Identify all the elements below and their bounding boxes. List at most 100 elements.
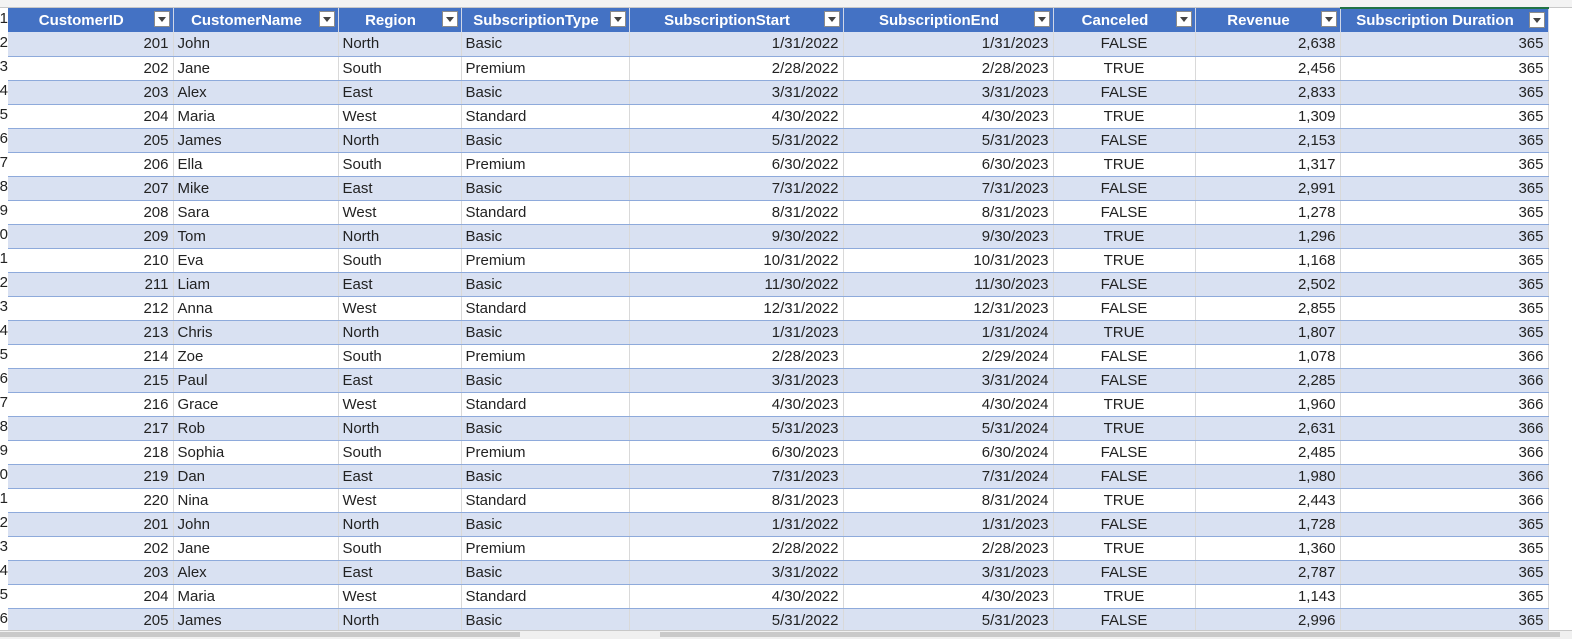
subscription-type-cell[interactable]: Basic: [461, 224, 630, 249]
revenue-cell[interactable]: 2,638: [1195, 32, 1341, 57]
revenue-cell[interactable]: 1,317: [1195, 152, 1341, 177]
subscription-start-cell[interactable]: 5/31/2022: [629, 128, 844, 153]
subscription-end-cell[interactable]: 11/30/2023: [843, 272, 1054, 297]
customer-id-cell[interactable]: 212: [8, 296, 174, 321]
row-number[interactable]: 4: [0, 82, 8, 99]
row-number[interactable]: 26: [0, 610, 8, 627]
subscription-duration-cell[interactable]: 365: [1340, 560, 1549, 585]
subscription-duration-cell[interactable]: 365: [1340, 128, 1549, 153]
subscription-start-cell[interactable]: 8/31/2022: [629, 200, 844, 225]
row-number[interactable]: 10: [0, 226, 8, 243]
subscription-type-cell[interactable]: Premium: [461, 344, 630, 369]
subscription-end-cell[interactable]: 7/31/2024: [843, 464, 1054, 489]
row-number[interactable]: 15: [0, 346, 8, 363]
subscription-end-cell[interactable]: 2/28/2023: [843, 536, 1054, 561]
customer-id-cell[interactable]: 204: [8, 584, 174, 609]
subscription-duration-cell[interactable]: 365: [1340, 80, 1549, 105]
subscription-duration-cell[interactable]: 365: [1340, 248, 1549, 273]
canceled-cell[interactable]: FALSE: [1053, 512, 1196, 537]
revenue-cell[interactable]: 2,443: [1195, 488, 1341, 513]
subscription-duration-cell[interactable]: 366: [1340, 344, 1549, 369]
subscription-duration-cell[interactable]: 366: [1340, 416, 1549, 441]
customer-id-cell[interactable]: 201: [8, 32, 174, 57]
subscription-start-cell[interactable]: 3/31/2023: [629, 368, 844, 393]
region-cell[interactable]: South: [338, 440, 462, 465]
canceled-cell[interactable]: TRUE: [1053, 224, 1196, 249]
customer-name-cell[interactable]: Dan: [173, 464, 339, 489]
subscription-start-cell[interactable]: 1/31/2022: [629, 512, 844, 537]
row-number[interactable]: 19: [0, 442, 8, 459]
row-number[interactable]: 7: [0, 154, 8, 171]
revenue-cell[interactable]: 1,960: [1195, 392, 1341, 417]
subscription-start-cell[interactable]: 6/30/2022: [629, 152, 844, 177]
subscription-start-cell[interactable]: 7/31/2022: [629, 176, 844, 201]
revenue-cell[interactable]: 2,833: [1195, 80, 1341, 105]
subscription-end-cell[interactable]: 8/31/2023: [843, 200, 1054, 225]
subscription-type-cell[interactable]: Basic: [461, 368, 630, 393]
region-cell[interactable]: North: [338, 224, 462, 249]
region-cell[interactable]: East: [338, 368, 462, 393]
region-cell[interactable]: West: [338, 488, 462, 513]
canceled-cell[interactable]: FALSE: [1053, 464, 1196, 489]
customer-name-cell[interactable]: Tom: [173, 224, 339, 249]
customer-name-cell[interactable]: Paul: [173, 368, 339, 393]
row-number[interactable]: 17: [0, 394, 8, 411]
customer-id-cell[interactable]: 214: [8, 344, 174, 369]
region-cell[interactable]: South: [338, 248, 462, 273]
row-number[interactable]: 21: [0, 490, 8, 507]
subscription-type-cell[interactable]: Standard: [461, 488, 630, 513]
region-cell[interactable]: East: [338, 80, 462, 105]
subscription-start-cell[interactable]: 11/30/2022: [629, 272, 844, 297]
canceled-cell[interactable]: FALSE: [1053, 608, 1196, 633]
row-number[interactable]: 11: [0, 250, 8, 267]
subscription-type-cell[interactable]: Basic: [461, 320, 630, 345]
filter-dropdown-icon[interactable]: [1033, 11, 1050, 27]
row-number[interactable]: 3: [0, 58, 8, 75]
customer-id-cell[interactable]: 204: [8, 104, 174, 129]
subscription-duration-cell[interactable]: 365: [1340, 608, 1549, 633]
row-number[interactable]: 5: [0, 106, 8, 123]
canceled-cell[interactable]: FALSE: [1053, 176, 1196, 201]
revenue-cell[interactable]: 2,855: [1195, 296, 1341, 321]
region-cell[interactable]: North: [338, 608, 462, 633]
header-subscription-duration[interactable]: Subscription Duration: [1340, 7, 1549, 32]
header-subscription-type[interactable]: SubscriptionType: [461, 8, 630, 32]
customer-id-cell[interactable]: 217: [8, 416, 174, 441]
subscription-end-cell[interactable]: 4/30/2023: [843, 104, 1054, 129]
subscription-type-cell[interactable]: Basic: [461, 32, 630, 57]
filter-dropdown-icon[interactable]: [609, 11, 626, 27]
subscription-start-cell[interactable]: 9/30/2022: [629, 224, 844, 249]
canceled-cell[interactable]: FALSE: [1053, 128, 1196, 153]
subscription-duration-cell[interactable]: 365: [1340, 272, 1549, 297]
subscription-start-cell[interactable]: 4/30/2022: [629, 104, 844, 129]
subscription-duration-cell[interactable]: 366: [1340, 440, 1549, 465]
row-number[interactable]: 6: [0, 130, 8, 147]
subscription-start-cell[interactable]: 2/28/2022: [629, 536, 844, 561]
subscription-type-cell[interactable]: Basic: [461, 80, 630, 105]
row-number[interactable]: 16: [0, 370, 8, 387]
canceled-cell[interactable]: TRUE: [1053, 248, 1196, 273]
subscription-start-cell[interactable]: 1/31/2023: [629, 320, 844, 345]
customer-id-cell[interactable]: 205: [8, 608, 174, 633]
subscription-type-cell[interactable]: Basic: [461, 176, 630, 201]
customer-id-cell[interactable]: 216: [8, 392, 174, 417]
horizontal-scrollbar-right[interactable]: [660, 632, 1560, 637]
region-cell[interactable]: West: [338, 200, 462, 225]
subscription-type-cell[interactable]: Basic: [461, 512, 630, 537]
region-cell[interactable]: West: [338, 584, 462, 609]
subscription-end-cell[interactable]: 3/31/2023: [843, 560, 1054, 585]
subscription-end-cell[interactable]: 5/31/2023: [843, 608, 1054, 633]
header-region[interactable]: Region: [338, 8, 462, 32]
row-number[interactable]: 1: [0, 10, 8, 27]
subscription-start-cell[interactable]: 8/31/2023: [629, 488, 844, 513]
subscription-duration-cell[interactable]: 365: [1340, 176, 1549, 201]
revenue-cell[interactable]: 1,807: [1195, 320, 1341, 345]
subscription-end-cell[interactable]: 4/30/2024: [843, 392, 1054, 417]
canceled-cell[interactable]: TRUE: [1053, 104, 1196, 129]
customer-id-cell[interactable]: 208: [8, 200, 174, 225]
region-cell[interactable]: North: [338, 320, 462, 345]
customer-id-cell[interactable]: 203: [8, 80, 174, 105]
region-cell[interactable]: East: [338, 272, 462, 297]
region-cell[interactable]: South: [338, 536, 462, 561]
subscription-start-cell[interactable]: 2/28/2023: [629, 344, 844, 369]
